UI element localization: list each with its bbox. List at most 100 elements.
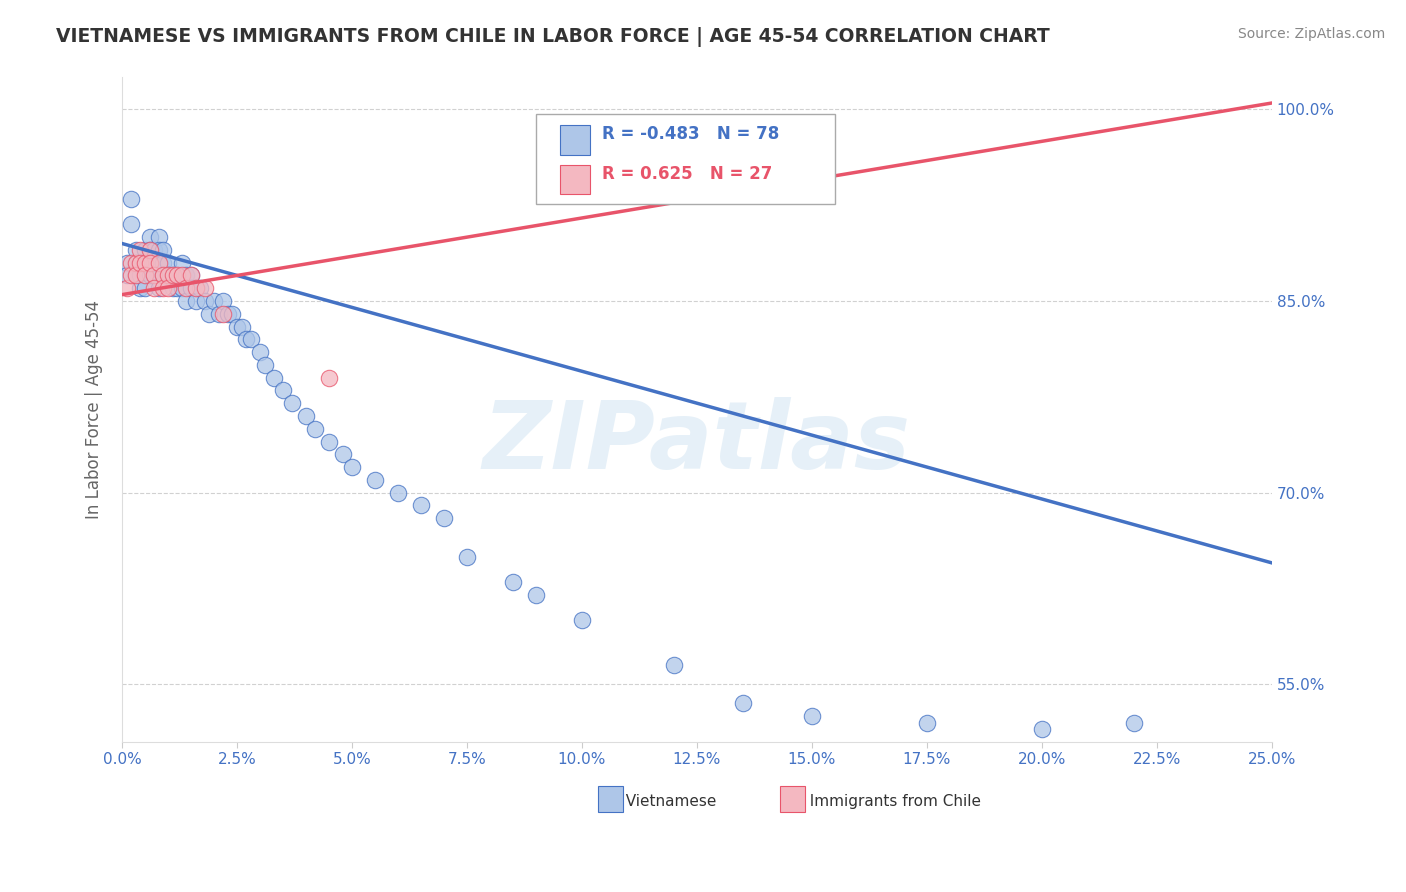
Point — [731, 697, 754, 711]
Point — [125, 255, 148, 269]
Point — [226, 319, 249, 334]
Point — [157, 268, 180, 283]
Point — [120, 218, 142, 232]
Point — [295, 409, 318, 423]
Point — [134, 255, 156, 269]
Point — [120, 255, 142, 269]
Point — [340, 460, 363, 475]
Point — [188, 281, 211, 295]
Point — [120, 268, 142, 283]
Point — [166, 268, 188, 283]
Point — [148, 255, 170, 269]
Point — [332, 447, 354, 461]
Point — [143, 255, 166, 269]
Point — [138, 243, 160, 257]
Point — [194, 293, 217, 308]
Point — [138, 255, 160, 269]
Point — [125, 268, 148, 283]
Point — [134, 268, 156, 283]
Point — [134, 268, 156, 283]
Point — [120, 192, 142, 206]
Point — [176, 281, 198, 295]
Point — [208, 307, 231, 321]
Y-axis label: In Labor Force | Age 45-54: In Labor Force | Age 45-54 — [86, 300, 103, 519]
Point — [176, 268, 198, 283]
Point — [180, 268, 202, 283]
Point — [202, 293, 225, 308]
Point — [129, 268, 152, 283]
Point — [217, 307, 239, 321]
Point — [138, 255, 160, 269]
Point — [800, 709, 823, 723]
Point — [166, 281, 188, 295]
FancyBboxPatch shape — [560, 125, 591, 154]
Point — [148, 281, 170, 295]
Point — [129, 243, 152, 257]
Point — [318, 370, 340, 384]
Point — [152, 243, 174, 257]
Point — [180, 268, 202, 283]
Point — [502, 575, 524, 590]
Point — [129, 255, 152, 269]
Point — [249, 345, 271, 359]
Point — [152, 255, 174, 269]
Text: R = 0.625   N = 27: R = 0.625 N = 27 — [602, 165, 772, 183]
Point — [170, 255, 193, 269]
Point — [235, 332, 257, 346]
Point — [138, 230, 160, 244]
Point — [271, 384, 294, 398]
Point — [184, 281, 207, 295]
Point — [318, 434, 340, 449]
Point — [129, 255, 152, 269]
Point — [170, 268, 193, 283]
Point — [138, 268, 160, 283]
FancyBboxPatch shape — [598, 786, 623, 813]
Point — [1031, 722, 1053, 736]
Point — [239, 332, 262, 346]
Point — [263, 370, 285, 384]
Text: R = -0.483   N = 78: R = -0.483 N = 78 — [602, 125, 779, 143]
Point — [143, 268, 166, 283]
Text: Vietnamese: Vietnamese — [616, 794, 717, 809]
Point — [157, 281, 180, 295]
Point — [456, 549, 478, 564]
Point — [115, 268, 138, 283]
Point — [253, 358, 276, 372]
Point — [364, 473, 387, 487]
Point — [162, 268, 184, 283]
Point — [125, 268, 148, 283]
Point — [157, 268, 180, 283]
Point — [162, 268, 184, 283]
Point — [184, 281, 207, 295]
Point — [115, 281, 138, 295]
Point — [148, 230, 170, 244]
Point — [152, 268, 174, 283]
Point — [148, 255, 170, 269]
Point — [125, 243, 148, 257]
Point — [194, 281, 217, 295]
Point — [138, 243, 160, 257]
Point — [221, 307, 243, 321]
Point — [148, 243, 170, 257]
Point — [198, 307, 221, 321]
Point — [387, 485, 409, 500]
Point — [157, 255, 180, 269]
Point — [662, 658, 685, 673]
Point — [176, 293, 198, 308]
Point — [162, 281, 184, 295]
Point — [129, 281, 152, 295]
Point — [180, 281, 202, 295]
Point — [134, 243, 156, 257]
FancyBboxPatch shape — [560, 165, 591, 194]
Point — [166, 268, 188, 283]
Point — [152, 281, 174, 295]
Point — [125, 255, 148, 269]
Text: Source: ZipAtlas.com: Source: ZipAtlas.com — [1237, 27, 1385, 41]
Text: ZIPatlas: ZIPatlas — [482, 397, 911, 489]
FancyBboxPatch shape — [536, 114, 835, 203]
Point — [524, 588, 547, 602]
Point — [571, 614, 593, 628]
Point — [409, 499, 432, 513]
Point — [212, 307, 235, 321]
Point — [304, 422, 326, 436]
